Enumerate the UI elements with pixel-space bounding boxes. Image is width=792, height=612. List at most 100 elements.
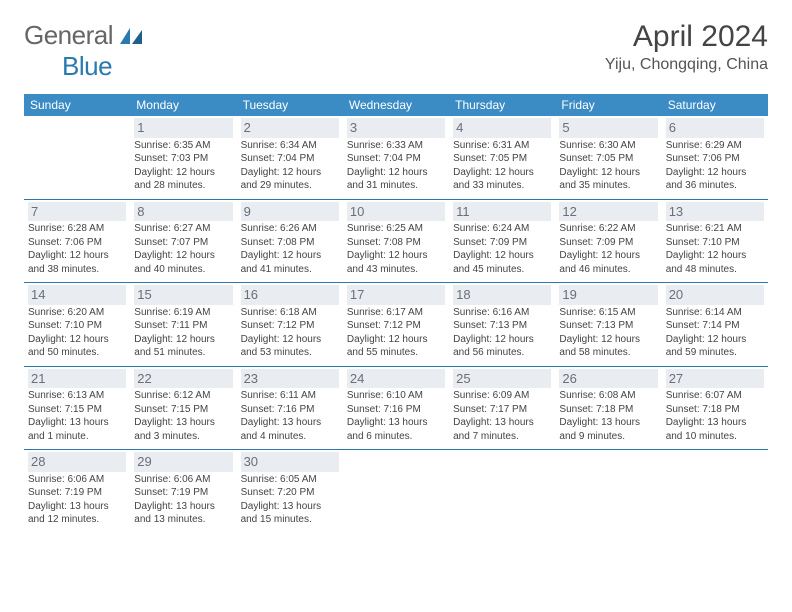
day-number: 22 — [134, 369, 232, 389]
calendar-cell: 6Sunrise: 6:29 AMSunset: 7:06 PMDaylight… — [662, 116, 768, 199]
cell-line: Daylight: 13 hours — [559, 416, 657, 430]
calendar-cell: 23Sunrise: 6:11 AMSunset: 7:16 PMDayligh… — [237, 366, 343, 450]
cell-line: Daylight: 12 hours — [134, 166, 232, 180]
cell-line: Daylight: 13 hours — [347, 416, 445, 430]
calendar-cell: 8Sunrise: 6:27 AMSunset: 7:07 PMDaylight… — [130, 199, 236, 283]
logo-general: General — [24, 20, 113, 50]
cell-line: Daylight: 12 hours — [347, 166, 445, 180]
day-number: 20 — [666, 285, 764, 305]
calendar-cell: 14Sunrise: 6:20 AMSunset: 7:10 PMDayligh… — [24, 283, 130, 367]
cell-line: Daylight: 13 hours — [666, 416, 764, 430]
day-number: 12 — [559, 202, 657, 222]
cell-line: Daylight: 13 hours — [241, 416, 339, 430]
cell-line: Daylight: 12 hours — [559, 249, 657, 263]
cell-line: and 12 minutes. — [28, 513, 126, 527]
cell-line: Daylight: 13 hours — [453, 416, 551, 430]
cell-line: and 50 minutes. — [28, 346, 126, 360]
day-header: Friday — [555, 94, 661, 116]
calendar-cell: 30Sunrise: 6:05 AMSunset: 7:20 PMDayligh… — [237, 450, 343, 533]
cell-line: Sunrise: 6:14 AM — [666, 306, 764, 320]
calendar-cell: 15Sunrise: 6:19 AMSunset: 7:11 PMDayligh… — [130, 283, 236, 367]
cell-line: and 43 minutes. — [347, 263, 445, 277]
cell-line: Sunrise: 6:09 AM — [453, 389, 551, 403]
cell-line: Sunrise: 6:16 AM — [453, 306, 551, 320]
cell-line: Sunrise: 6:21 AM — [666, 222, 764, 236]
day-number: 10 — [347, 202, 445, 222]
calendar-cell: 21Sunrise: 6:13 AMSunset: 7:15 PMDayligh… — [24, 366, 130, 450]
calendar-cell: 18Sunrise: 6:16 AMSunset: 7:13 PMDayligh… — [449, 283, 555, 367]
cell-line: Sunrise: 6:24 AM — [453, 222, 551, 236]
cell-line: Sunrise: 6:17 AM — [347, 306, 445, 320]
calendar-week: 28Sunrise: 6:06 AMSunset: 7:19 PM Dayligh… — [24, 450, 768, 533]
cell-line: Sunrise: 6:13 AM — [28, 389, 126, 403]
cell-line: Sunrise: 6:33 AM — [347, 139, 445, 153]
calendar-cell: 11Sunrise: 6:24 AMSunset: 7:09 PMDayligh… — [449, 199, 555, 283]
cell-line: Sunset: 7:05 PM — [559, 152, 657, 166]
cell-line: Sunset: 7:06 PM — [666, 152, 764, 166]
cell-line: and 53 minutes. — [241, 346, 339, 360]
cell-line: Sunrise: 6:26 AM — [241, 222, 339, 236]
cell-line: Sunset: 7:12 PM — [241, 319, 339, 333]
cell-line: Daylight: 12 hours — [453, 166, 551, 180]
calendar-cell: 9Sunrise: 6:26 AMSunset: 7:08 PMDaylight… — [237, 199, 343, 283]
cell-line: and 31 minutes. — [347, 179, 445, 193]
day-header: Thursday — [449, 94, 555, 116]
calendar-cell: 5Sunrise: 6:30 AMSunset: 7:05 PMDaylight… — [555, 116, 661, 199]
cell-line: and 56 minutes. — [453, 346, 551, 360]
cell-line: Sunset: 7:06 PM — [28, 236, 126, 250]
cell-line: Sunset: 7:19 PM — [28, 486, 126, 500]
cell-line: Daylight: 12 hours — [241, 249, 339, 263]
calendar-cell: 7Sunrise: 6:28 AMSunset: 7:06 PMDaylight… — [24, 199, 130, 283]
cell-line: and 33 minutes. — [453, 179, 551, 193]
day-header: Monday — [130, 94, 236, 116]
cell-line: Sunrise: 6:30 AM — [559, 139, 657, 153]
day-number: 26 — [559, 369, 657, 389]
calendar-body: 1Sunrise: 6:35 AMSunset: 7:03 PMDaylight… — [24, 116, 768, 533]
cell-line: Sunset: 7:08 PM — [347, 236, 445, 250]
day-number: 13 — [666, 202, 764, 222]
cell-line: Sunrise: 6:34 AM — [241, 139, 339, 153]
cell-line: Daylight: 12 hours — [666, 166, 764, 180]
calendar-cell: 26Sunrise: 6:08 AMSunset: 7:18 PMDayligh… — [555, 366, 661, 450]
cell-line: and 45 minutes. — [453, 263, 551, 277]
calendar-cell: 29Sunrise: 6:06 AMSunset: 7:19 PMDayligh… — [130, 450, 236, 533]
cell-line: and 36 minutes. — [666, 179, 764, 193]
day-number: 3 — [347, 118, 445, 138]
cell-line: Daylight: 13 hours — [28, 416, 126, 430]
cell-line: Sunrise: 6:19 AM — [134, 306, 232, 320]
calendar-cell: 1Sunrise: 6:35 AMSunset: 7:03 PMDaylight… — [130, 116, 236, 199]
cell-line: Daylight: 13 hours — [134, 500, 232, 514]
cell-line: and 28 minutes. — [134, 179, 232, 193]
cell-line: Sunset: 7:07 PM — [134, 236, 232, 250]
location: Yiju, Chongqing, China — [605, 56, 768, 74]
cell-line: and 46 minutes. — [559, 263, 657, 277]
cell-line: Sunset: 7:04 PM — [347, 152, 445, 166]
day-number: 28 — [28, 452, 126, 472]
cell-line: Sunrise: 6:06 AM — [28, 473, 126, 487]
cell-line: and 55 minutes. — [347, 346, 445, 360]
cell-line: Daylight: 12 hours — [453, 249, 551, 263]
cell-line: Sunrise: 6:27 AM — [134, 222, 232, 236]
cell-line: and 13 minutes. — [134, 513, 232, 527]
cell-line: Sunset: 7:20 PM — [241, 486, 339, 500]
calendar-cell — [555, 450, 661, 533]
day-header: Wednesday — [343, 94, 449, 116]
day-number: 1 — [134, 118, 232, 138]
day-number: 16 — [241, 285, 339, 305]
cell-line: Sunrise: 6:18 AM — [241, 306, 339, 320]
month-title: April 2024 — [605, 20, 768, 54]
cell-line: and 29 minutes. — [241, 179, 339, 193]
day-number: 24 — [347, 369, 445, 389]
cell-line: Sunrise: 6:07 AM — [666, 389, 764, 403]
calendar-cell: 27Sunrise: 6:07 AMSunset: 7:18 PMDayligh… — [662, 366, 768, 450]
calendar-week: 7Sunrise: 6:28 AMSunset: 7:06 PMDaylight… — [24, 199, 768, 283]
cell-line: Sunset: 7:16 PM — [241, 403, 339, 417]
cell-line: and 9 minutes. — [559, 430, 657, 444]
cell-line: and 3 minutes. — [134, 430, 232, 444]
cell-line: Daylight: 12 hours — [28, 249, 126, 263]
day-number: 19 — [559, 285, 657, 305]
calendar-table: SundayMondayTuesdayWednesdayThursdayFrid… — [24, 94, 768, 533]
day-number: 6 — [666, 118, 764, 138]
calendar-cell — [343, 450, 449, 533]
cell-line: Sunset: 7:16 PM — [347, 403, 445, 417]
